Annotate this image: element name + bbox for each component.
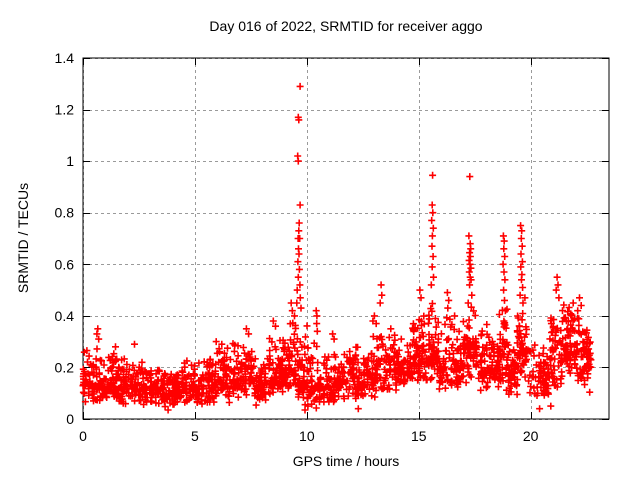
gridlines <box>83 58 609 420</box>
x-tick-label: 20 <box>523 428 539 444</box>
y-tick-label: 1.4 <box>55 50 75 66</box>
plot-frame <box>82 57 610 420</box>
x-tick-labels: 0 5 10 15 20 <box>79 428 539 444</box>
x-tick-label: 0 <box>79 428 87 444</box>
y-tick-label: 0.6 <box>55 256 75 272</box>
y-tick-label: 0 <box>66 411 74 427</box>
tick-marks <box>83 58 609 420</box>
x-tick-label: 10 <box>299 428 315 444</box>
grid-dashes <box>83 58 609 420</box>
x-axis-label: GPS time / hours <box>293 453 400 469</box>
y-tick-label: 0.4 <box>55 308 75 324</box>
x-tick-label: 5 <box>191 428 199 444</box>
y-tick-label: 0.8 <box>55 205 75 221</box>
y-tick-label: 0.2 <box>55 359 75 375</box>
chart-title: Day 016 of 2022, SRMTID for receiver agg… <box>209 18 482 34</box>
y-tick-labels: 0 0.2 0.4 0.6 0.8 1 1.2 1.4 <box>55 50 75 427</box>
y-tick-label: 1.2 <box>55 102 75 118</box>
scatter-points <box>79 82 595 414</box>
y-tick-label: 1 <box>66 153 74 169</box>
y-axis-label: SRMTID / TECUs <box>15 183 31 293</box>
x-tick-label: 15 <box>411 428 427 444</box>
plot-border <box>82 57 610 420</box>
